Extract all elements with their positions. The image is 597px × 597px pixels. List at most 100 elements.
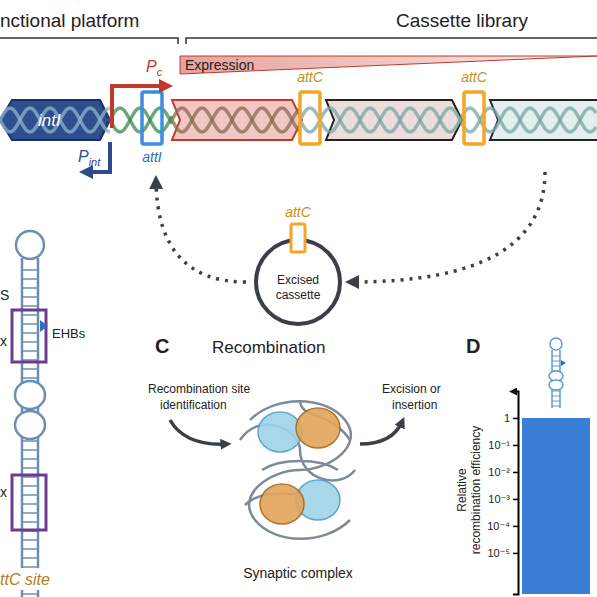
ehb-marker [40, 320, 48, 332]
bracket [186, 38, 597, 44]
base-pair [22, 467, 38, 469]
cassette [172, 100, 302, 140]
integron-panel: nctional platform Cassette library Express… [0, 10, 597, 172]
ehb-label: EHBs [52, 326, 86, 341]
dna-strand [262, 461, 338, 470]
tick-mark [513, 499, 518, 501]
subscript: c [157, 66, 163, 78]
label-backdrop [0, 568, 66, 590]
attc-site [291, 224, 305, 252]
base-pair [22, 341, 38, 343]
attc-site [464, 92, 484, 144]
gene-label: intI [38, 111, 61, 130]
base-pair [22, 503, 38, 505]
base-pair [22, 368, 38, 370]
base-pair [22, 512, 38, 514]
base-pair [22, 377, 38, 379]
base-pair [22, 521, 38, 523]
axis-title: recombination efficiency [469, 426, 483, 555]
bulge [15, 411, 45, 439]
tick-mark [513, 418, 518, 420]
promoter-arrow [86, 142, 110, 172]
step-arrow [360, 422, 402, 444]
tick-label: 10⁻⁵ [487, 547, 510, 559]
box [12, 475, 46, 530]
base-pair [22, 440, 38, 442]
base-pair [552, 396, 560, 397]
tick-label: 10⁻² [488, 466, 510, 478]
promoter-arrow [112, 86, 166, 128]
site-label: attI [142, 149, 162, 165]
structure-label: ttC site [0, 571, 50, 588]
tick: 10⁻³ [488, 493, 518, 505]
fragment: x [0, 484, 7, 500]
base-pair [22, 332, 38, 334]
loop [550, 338, 562, 350]
base-pair [22, 314, 38, 316]
promoter-label: Pint [78, 148, 101, 168]
base-pair [22, 566, 38, 568]
tick-mark [513, 553, 518, 555]
dna-strand [172, 108, 300, 132]
header: nctional platform [0, 10, 139, 31]
base-pair [22, 494, 38, 496]
base-pair [22, 449, 38, 451]
base-pair [552, 401, 560, 402]
dna-strand [300, 108, 596, 132]
base-pair [552, 361, 560, 362]
bar [522, 418, 590, 594]
excised-label: cassette [276, 288, 321, 302]
fragment: S [0, 287, 9, 303]
header: Cassette library [396, 10, 528, 31]
tick: 10⁻² [488, 466, 518, 478]
plot-area [522, 418, 590, 594]
base-pair [22, 539, 38, 541]
attc-site [300, 92, 320, 144]
recombinase [258, 412, 302, 452]
panel-letter: D [466, 335, 480, 357]
tick-label: 10⁻¹ [488, 439, 510, 451]
site-label: attC [461, 69, 488, 85]
dna-strand [300, 108, 596, 132]
step-label: Excision or [382, 382, 441, 396]
subscript: int [89, 156, 102, 168]
axis-line [513, 392, 519, 595]
tick: 10⁻¹ [488, 439, 518, 451]
base-pair [22, 323, 38, 325]
tick-label: 10⁻³ [488, 493, 510, 505]
tick-label: 10⁻⁴ [487, 520, 510, 532]
tick: 10⁻⁴ [487, 520, 518, 532]
bulge [549, 380, 563, 390]
dotted-arrow [352, 172, 545, 282]
base-pair [22, 593, 38, 595]
figure: nctional platform Cassette library Express… [0, 0, 597, 597]
base-pair [22, 287, 38, 289]
base-pair [22, 485, 38, 487]
recombination-panel: CRecombinationRecombination siteidentifi… [148, 335, 441, 581]
panel-letter: C [155, 335, 169, 357]
tick: 10⁻⁵ [487, 547, 518, 559]
dna-strand [0, 108, 110, 132]
excised-label: Excised [277, 273, 319, 287]
base-pair [22, 557, 38, 559]
tick-mark [513, 445, 518, 447]
atti-site [142, 92, 162, 144]
step-label: Recombination site [148, 382, 250, 396]
expression-gradient [180, 56, 597, 74]
step-label: insertion [392, 398, 437, 412]
loop [16, 231, 44, 259]
tick-label: 1 [504, 412, 510, 424]
bulge [15, 381, 45, 409]
site-label: attC [297, 69, 324, 85]
dna-strand [249, 401, 351, 539]
base-pair [552, 366, 560, 367]
recombinase [296, 408, 340, 448]
step-arrow [170, 420, 226, 444]
expression-label: Expression [185, 57, 254, 73]
base-pair [22, 458, 38, 460]
dotted-arrow [156, 182, 246, 282]
dna-strand [0, 108, 110, 132]
base-pair [22, 296, 38, 298]
base-pair [552, 406, 560, 407]
base-pair [22, 278, 38, 280]
